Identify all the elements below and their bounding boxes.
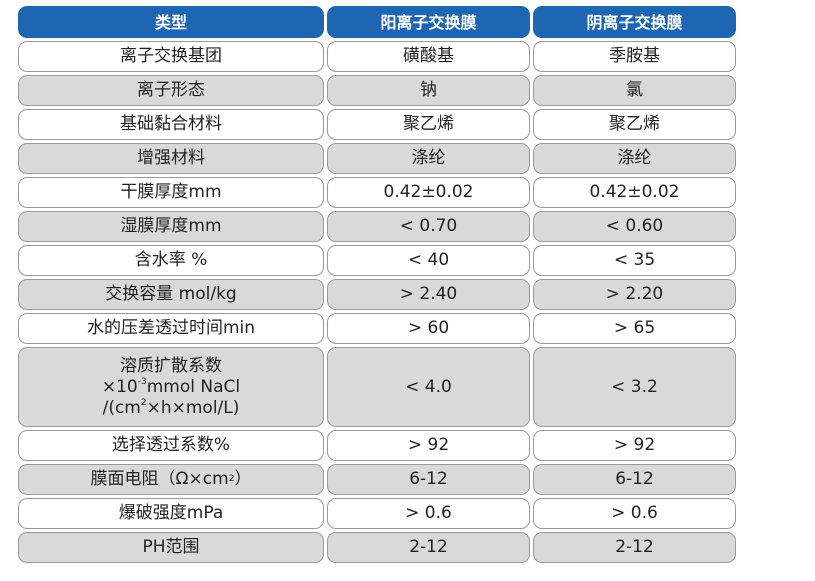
row-label: 溶质扩散系数 ×10-3mmol NaCl /(cm2×h×mol/L) xyxy=(18,347,324,427)
anion-value: < 3.2 xyxy=(533,347,736,427)
row-label: 膜面电阻（Ω×cm 2） xyxy=(18,464,324,495)
table-row: 湿膜厚度mm < 0.70 < 0.60 xyxy=(18,211,736,242)
cation-value: 钠 xyxy=(327,75,530,106)
diffusion-label-line1: 溶质扩散系数 xyxy=(120,355,222,376)
anion-value: > 2.20 xyxy=(533,279,736,310)
table-row: PH范围 2-12 2-12 xyxy=(18,532,736,563)
cation-value: 6-12 xyxy=(327,464,530,495)
anion-value: 季胺基 xyxy=(533,41,736,72)
row-label: 湿膜厚度mm xyxy=(18,211,324,242)
spec-table: 类型 阳离子交换膜 阴离子交换膜 离子交换基团 磺酸基 季胺基 离子形态 钠 氯… xyxy=(18,6,736,566)
anion-value: 氯 xyxy=(533,75,736,106)
row-label: 交换容量 mol/kg xyxy=(18,279,324,310)
cation-value: < 4.0 xyxy=(327,347,530,427)
row-label: 增强材料 xyxy=(18,143,324,174)
anion-value: > 0.6 xyxy=(533,498,736,529)
anion-value: 0.42±0.02 xyxy=(533,177,736,208)
table-row: 增强材料 涤纶 涤纶 xyxy=(18,143,736,174)
row-label: 离子交换基团 xyxy=(18,41,324,72)
row-label: 选择透过系数% xyxy=(18,430,324,461)
cation-value: 2-12 xyxy=(327,532,530,563)
table-row: 含水率 % < 40 < 35 xyxy=(18,245,736,276)
table-header: 类型 阳离子交换膜 阴离子交换膜 xyxy=(18,6,736,38)
cation-value: < 0.70 xyxy=(327,211,530,242)
anion-value: 涤纶 xyxy=(533,143,736,174)
header-type: 类型 xyxy=(18,6,324,38)
table-row: 干膜厚度mm 0.42±0.02 0.42±0.02 xyxy=(18,177,736,208)
row-label: 含水率 % xyxy=(18,245,324,276)
table-row: 水的压差透过时间min > 60 > 65 xyxy=(18,313,736,344)
header-anion-membrane: 阴离子交换膜 xyxy=(533,6,736,38)
anion-value: < 0.60 xyxy=(533,211,736,242)
cation-value: > 2.40 xyxy=(327,279,530,310)
cation-value: > 92 xyxy=(327,430,530,461)
cation-value: 磺酸基 xyxy=(327,41,530,72)
resistance-label-post: ） xyxy=(234,469,252,489)
table-row: 爆破强度mPa > 0.6 > 0.6 xyxy=(18,498,736,529)
diffusion-label-line2-post: mmol NaCl xyxy=(146,376,241,397)
table-row: 基础黏合材料 聚乙烯 聚乙烯 xyxy=(18,109,736,140)
diffusion-label-line3-post: ×h×mol/L) xyxy=(146,397,240,418)
cation-value: > 0.6 xyxy=(327,498,530,529)
table-row: 离子交换基团 磺酸基 季胺基 xyxy=(18,41,736,72)
anion-value: < 35 xyxy=(533,245,736,276)
row-label: 干膜厚度mm xyxy=(18,177,324,208)
diffusion-label-line3-pre: /(cm xyxy=(102,397,141,418)
table-row: 膜面电阻（Ω×cm 2） 6-12 6-12 xyxy=(18,464,736,495)
cation-value: 聚乙烯 xyxy=(327,109,530,140)
cation-value: < 40 xyxy=(327,245,530,276)
row-label: 离子形态 xyxy=(18,75,324,106)
diffusion-label-line2-pre: ×10 xyxy=(101,376,138,397)
table-row: 交换容量 mol/kg > 2.40 > 2.20 xyxy=(18,279,736,310)
cation-value: 0.42±0.02 xyxy=(327,177,530,208)
cation-value: 涤纶 xyxy=(327,143,530,174)
diffusion-label-line3: /(cm2×h×mol/L) xyxy=(103,398,240,419)
diffusion-label-line3-sup: 2 xyxy=(140,397,147,408)
resistance-label-pre: 膜面电阻（Ω×cm xyxy=(90,469,229,489)
anion-value: > 65 xyxy=(533,313,736,344)
anion-value: 6-12 xyxy=(533,464,736,495)
cation-value: > 60 xyxy=(327,313,530,344)
anion-value: 2-12 xyxy=(533,532,736,563)
header-cation-membrane: 阳离子交换膜 xyxy=(327,6,530,38)
row-label: 水的压差透过时间min xyxy=(18,313,324,344)
row-label: PH范围 xyxy=(18,532,324,563)
table-row: 离子形态 钠 氯 xyxy=(18,75,736,106)
row-label: 爆破强度mPa xyxy=(18,498,324,529)
diffusion-label-line2-sup: -3 xyxy=(137,376,147,387)
row-label: 基础黏合材料 xyxy=(18,109,324,140)
diffusion-label-line2: ×10-3mmol NaCl xyxy=(102,377,240,398)
anion-value: > 92 xyxy=(533,430,736,461)
table-row: 溶质扩散系数 ×10-3mmol NaCl /(cm2×h×mol/L) < 4… xyxy=(18,347,736,427)
table-row: 选择透过系数% > 92 > 92 xyxy=(18,430,736,461)
anion-value: 聚乙烯 xyxy=(533,109,736,140)
